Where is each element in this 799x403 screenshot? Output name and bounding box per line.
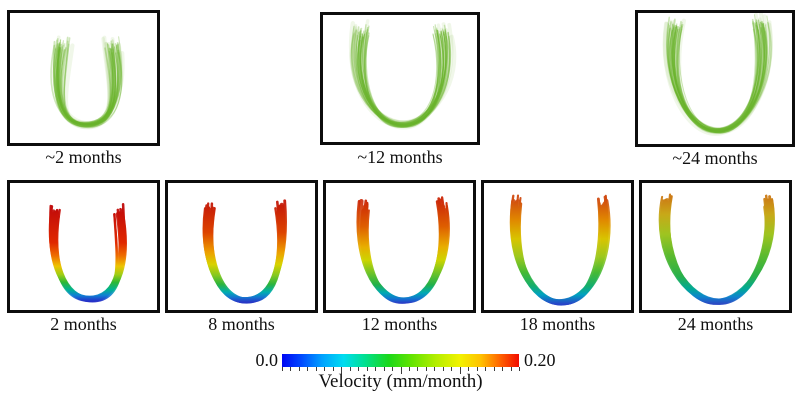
fiber-strand (669, 22, 760, 133)
fiber-strand (351, 25, 438, 124)
colorbar-tick-mark (519, 367, 520, 371)
fiber-strand (660, 194, 769, 304)
panel-bottom-8-months (165, 180, 318, 313)
colorbar-tick-mark (510, 367, 512, 371)
fiber-strand (673, 23, 768, 130)
fiber-strand (510, 198, 611, 305)
panel-label-24-months: 24 months (677, 314, 754, 334)
fiber-strand (661, 198, 774, 305)
colorbar-tick-mark (476, 367, 478, 371)
colorbar-min-label: 0.0 (255, 350, 279, 370)
fiber-strand (205, 200, 281, 300)
fiber-strand (676, 21, 772, 134)
colorbar-tick-mark (468, 367, 470, 371)
fiber-strand (363, 24, 439, 129)
velocity-fiber-bundle (509, 194, 611, 306)
colorbar-tick-mark (383, 367, 385, 371)
panel-label-approx-2-months: ~2 months (45, 147, 122, 167)
fiber-strand (661, 195, 772, 305)
colorbar-tick-mark (425, 367, 427, 371)
colorbar-tick-mark (493, 367, 495, 371)
colorbar-tick-mark (434, 367, 436, 371)
fiber-strand (56, 43, 116, 125)
colorbar-tick-mark (332, 367, 334, 371)
fiber-strand (666, 197, 768, 305)
colorbar-tick-mark (485, 367, 487, 371)
colorbar-tick-mark (392, 367, 394, 371)
colorbar-tick-mark (502, 367, 504, 371)
panel-top-approx-12-months (320, 12, 480, 145)
colorbar-max-label: 0.20 (524, 350, 556, 370)
fiber-strand (663, 198, 772, 304)
panel-label-18-months: 18 months (519, 314, 596, 334)
colorbar-tick-mark (349, 367, 351, 371)
fiber-strand (360, 31, 447, 125)
panel-bottom-18-months (481, 180, 634, 313)
panel-bottom-2-months (7, 180, 160, 313)
colorbar-tick-mark (307, 367, 309, 371)
colorbar-tick-mark (324, 367, 326, 371)
fiber-strand (362, 24, 440, 128)
velocity-fiber-bundle (658, 193, 775, 305)
colorbar-tick-mark (442, 367, 444, 371)
green-fiber-bundle (348, 19, 457, 130)
velocity-fiber-bundle (356, 196, 450, 304)
fiber-strand (203, 204, 280, 300)
fiber-strand (54, 36, 122, 128)
velocity-fiber-bundle (48, 202, 127, 303)
panel-label-approx-24-months: ~24 months (672, 148, 758, 168)
colorbar-tick-mark (400, 367, 402, 374)
colorbar-tick-mark (290, 367, 292, 371)
colorbar-tick-mark (451, 367, 453, 371)
fiber-strand (54, 208, 124, 300)
fiber-strand (356, 200, 445, 303)
green-fiber-bundle (50, 35, 125, 130)
fiber-strand (361, 19, 451, 124)
fiber-strand (659, 198, 775, 302)
fiber-strand (663, 198, 774, 305)
fiber-strand (658, 195, 774, 304)
colorbar-tick-mark (282, 367, 283, 371)
fiber-strand (58, 41, 111, 125)
fiber-strand (352, 27, 440, 125)
fiber-strand (668, 24, 767, 132)
panel-bottom-12-months (323, 180, 476, 313)
fiber-strand (512, 201, 609, 305)
fiber-strand (661, 199, 770, 304)
panel-label-12-months: 12 months (361, 314, 438, 334)
panel-bottom-24-months (639, 180, 792, 313)
velocity-fiber-bundle (202, 199, 287, 304)
colorbar-tick-mark (341, 367, 343, 374)
colorbar-ticks (282, 367, 520, 375)
fiber-strand (357, 30, 444, 127)
colorbar-tick-mark (417, 367, 419, 371)
colorbar-tick-mark (358, 367, 360, 371)
fiber-strand (517, 196, 608, 302)
colorbar-tick-mark (315, 367, 317, 371)
panel-top-approx-2-months (7, 10, 160, 146)
fiber-strand (667, 193, 774, 305)
colorbar-tick-mark (459, 367, 461, 374)
colorbar-title: Velocity (mm/month) (318, 371, 483, 392)
colorbar-tick-mark (375, 367, 377, 371)
fiber-strand (662, 198, 773, 304)
fiber-strand (673, 19, 763, 131)
colorbar-tick-mark (366, 367, 368, 371)
colorbar-gradient (282, 354, 519, 367)
green-fiber-bundle (662, 13, 773, 136)
panel-label-2-months: 2 months (50, 314, 117, 334)
fiber-strand (364, 29, 441, 128)
fiber-strand (511, 195, 609, 306)
fiber-strand (49, 204, 118, 302)
colorbar-tick-mark (298, 367, 300, 371)
panel-label-approx-12-months: ~12 months (357, 147, 443, 167)
colorbar-tick-mark (408, 367, 410, 371)
fiber-strand (55, 46, 114, 127)
panel-top-approx-24-months (635, 10, 795, 147)
panel-label-8-months: 8 months (208, 314, 275, 334)
